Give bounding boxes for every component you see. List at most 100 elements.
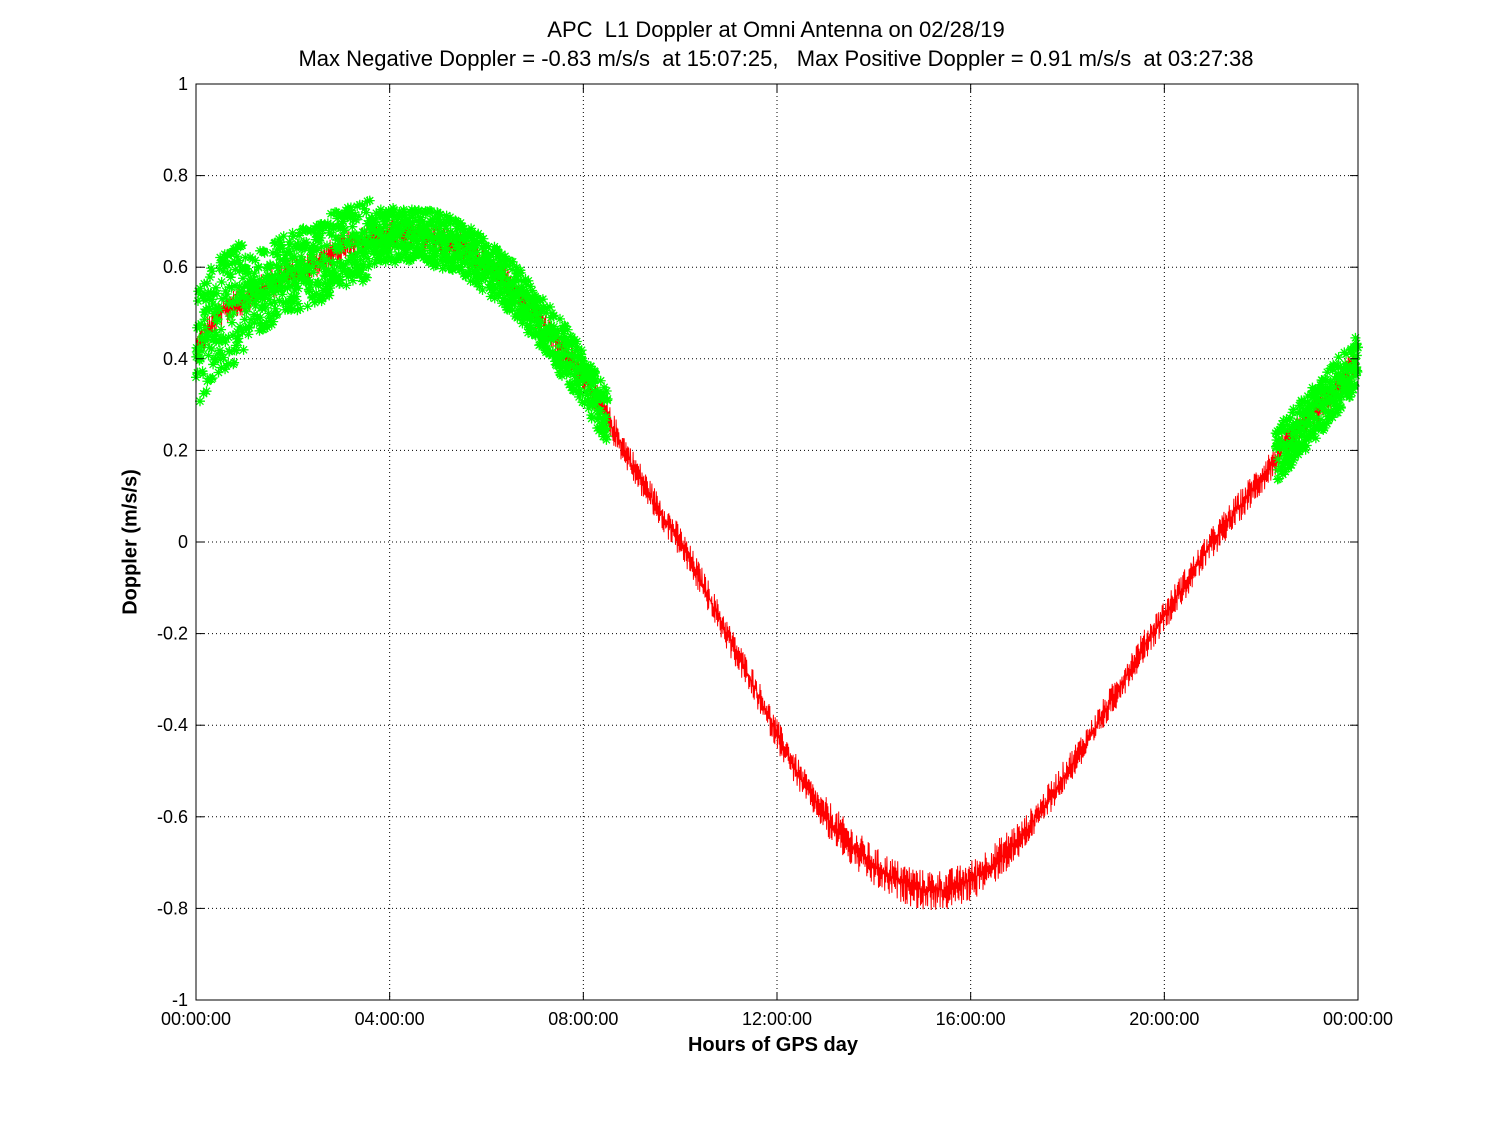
marker: [1321, 418, 1332, 429]
marker: [320, 271, 331, 282]
marker: [234, 259, 245, 270]
marker: [579, 397, 590, 408]
marker: [363, 261, 374, 272]
marker: [466, 251, 477, 262]
marker: [350, 209, 361, 220]
marker: [203, 350, 214, 361]
marker: [328, 258, 339, 269]
marker: [1275, 464, 1286, 475]
marker: [200, 336, 211, 347]
marker: [381, 245, 392, 256]
marker: [221, 259, 232, 270]
marker: [258, 276, 269, 287]
marker: [554, 353, 565, 364]
marker: [526, 311, 537, 322]
marker: [250, 255, 261, 266]
marker: [230, 264, 241, 275]
marker: [1311, 397, 1322, 408]
marker: [291, 243, 302, 254]
marker: [234, 255, 245, 266]
marker: [452, 229, 463, 240]
marker: [561, 369, 572, 380]
marker: [369, 258, 380, 269]
marker: [339, 225, 350, 236]
marker: [326, 230, 337, 241]
marker: [292, 305, 303, 316]
marker: [1276, 426, 1287, 437]
marker: [586, 413, 597, 424]
marker: [336, 218, 347, 229]
y-tick-label: 0.6: [163, 257, 188, 277]
marker: [1306, 432, 1317, 443]
marker: [216, 293, 227, 304]
marker: [204, 272, 215, 283]
marker: [602, 393, 613, 404]
marker: [485, 256, 496, 267]
marker: [197, 332, 208, 343]
marker: [1333, 362, 1344, 373]
marker: [301, 240, 312, 251]
marker: [498, 268, 509, 279]
marker: [1341, 349, 1352, 360]
marker: [199, 314, 210, 325]
marker: [546, 324, 557, 335]
marker: [525, 281, 536, 292]
marker: [282, 276, 293, 287]
marker: [253, 262, 264, 273]
marker: [484, 265, 495, 276]
marker: [553, 340, 564, 351]
marker: [335, 274, 346, 285]
marker: [1320, 390, 1331, 401]
marker: [374, 221, 385, 232]
marker: [376, 248, 387, 259]
marker: [284, 239, 295, 250]
marker: [432, 258, 443, 269]
marker: [247, 290, 258, 301]
marker: [1286, 435, 1297, 446]
marker: [323, 265, 334, 276]
marker: [356, 245, 367, 256]
marker: [1297, 402, 1308, 413]
marker: [296, 251, 307, 262]
marker: [289, 275, 300, 286]
marker: [399, 210, 410, 221]
marker: [304, 286, 315, 297]
marker: [582, 363, 593, 374]
marker: [472, 238, 483, 249]
y-axis-label: Doppler (m/s/s): [119, 469, 142, 615]
marker: [224, 346, 235, 357]
marker: [1350, 332, 1361, 343]
marker: [1284, 449, 1295, 460]
marker: [1280, 424, 1291, 435]
marker: [534, 321, 545, 332]
marker: [566, 349, 577, 360]
marker: [548, 310, 559, 321]
marker: [247, 254, 258, 265]
marker: [1294, 446, 1305, 457]
marker: [436, 230, 447, 241]
data-layer: [191, 195, 1363, 911]
marker: [569, 371, 580, 382]
marker: [316, 241, 327, 252]
marker: [1351, 350, 1362, 361]
marker: [1288, 404, 1299, 415]
marker: [431, 238, 442, 249]
marker: [206, 343, 217, 354]
marker: [211, 329, 222, 340]
marker: [1296, 422, 1307, 433]
marker: [286, 295, 297, 306]
marker: [359, 203, 370, 214]
marker: [478, 233, 489, 244]
marker: [568, 385, 579, 396]
marker: [275, 237, 286, 248]
marker: [472, 265, 483, 276]
marker: [535, 316, 546, 327]
marker: [1317, 422, 1328, 433]
x-tick-label: 16:00:00: [936, 1009, 1006, 1029]
marker: [410, 226, 421, 237]
marker: [1299, 436, 1310, 447]
chart-title: APC L1 Doppler at Omni Antenna on 02/28/…: [547, 17, 1005, 42]
marker: [344, 238, 355, 249]
marker: [352, 248, 363, 259]
marker: [270, 303, 281, 314]
